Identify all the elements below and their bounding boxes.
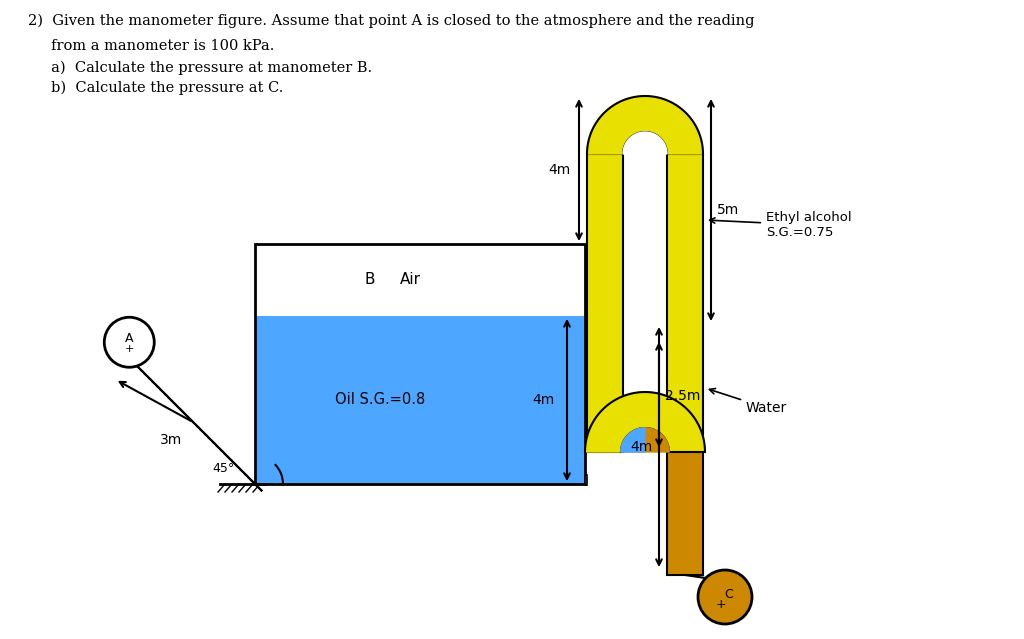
Text: 2)  Given the manometer figure. Assume that point A is closed to the atmosphere : 2) Given the manometer figure. Assume th… <box>28 14 755 28</box>
Circle shape <box>104 317 155 367</box>
Polygon shape <box>585 392 705 452</box>
Text: B: B <box>365 272 375 288</box>
Text: 5m: 5m <box>717 203 739 217</box>
Bar <box>255 244 585 316</box>
Bar <box>667 154 703 452</box>
Text: from a manometer is 100 kPa.: from a manometer is 100 kPa. <box>28 39 274 53</box>
Circle shape <box>698 570 752 624</box>
Polygon shape <box>623 132 667 154</box>
Polygon shape <box>124 353 262 491</box>
Text: +: + <box>125 344 134 354</box>
Text: Ethyl alcohol
S.G.=0.75: Ethyl alcohol S.G.=0.75 <box>710 211 852 239</box>
Text: C: C <box>725 587 733 601</box>
Text: 4m: 4m <box>631 440 653 454</box>
Polygon shape <box>621 428 669 452</box>
Bar <box>255 244 585 484</box>
Bar <box>255 316 585 484</box>
Bar <box>587 154 623 452</box>
Text: b)  Calculate the pressure at C.: b) Calculate the pressure at C. <box>28 81 284 95</box>
Text: a)  Calculate the pressure at manometer B.: a) Calculate the pressure at manometer B… <box>28 61 372 75</box>
Text: 2.5m: 2.5m <box>665 389 700 403</box>
Text: 45°: 45° <box>212 463 234 475</box>
Text: 4m: 4m <box>549 163 571 177</box>
Bar <box>585 475 587 485</box>
Polygon shape <box>621 428 669 452</box>
Text: 4m: 4m <box>532 393 555 407</box>
Text: A: A <box>125 332 133 345</box>
Text: 3m: 3m <box>160 433 182 447</box>
Polygon shape <box>587 96 703 154</box>
Text: Water: Water <box>710 389 787 415</box>
Text: Air: Air <box>399 272 421 288</box>
Text: +: + <box>716 597 726 610</box>
Bar <box>667 452 703 575</box>
Text: Oil S.G.=0.8: Oil S.G.=0.8 <box>335 392 425 408</box>
Polygon shape <box>621 428 645 452</box>
